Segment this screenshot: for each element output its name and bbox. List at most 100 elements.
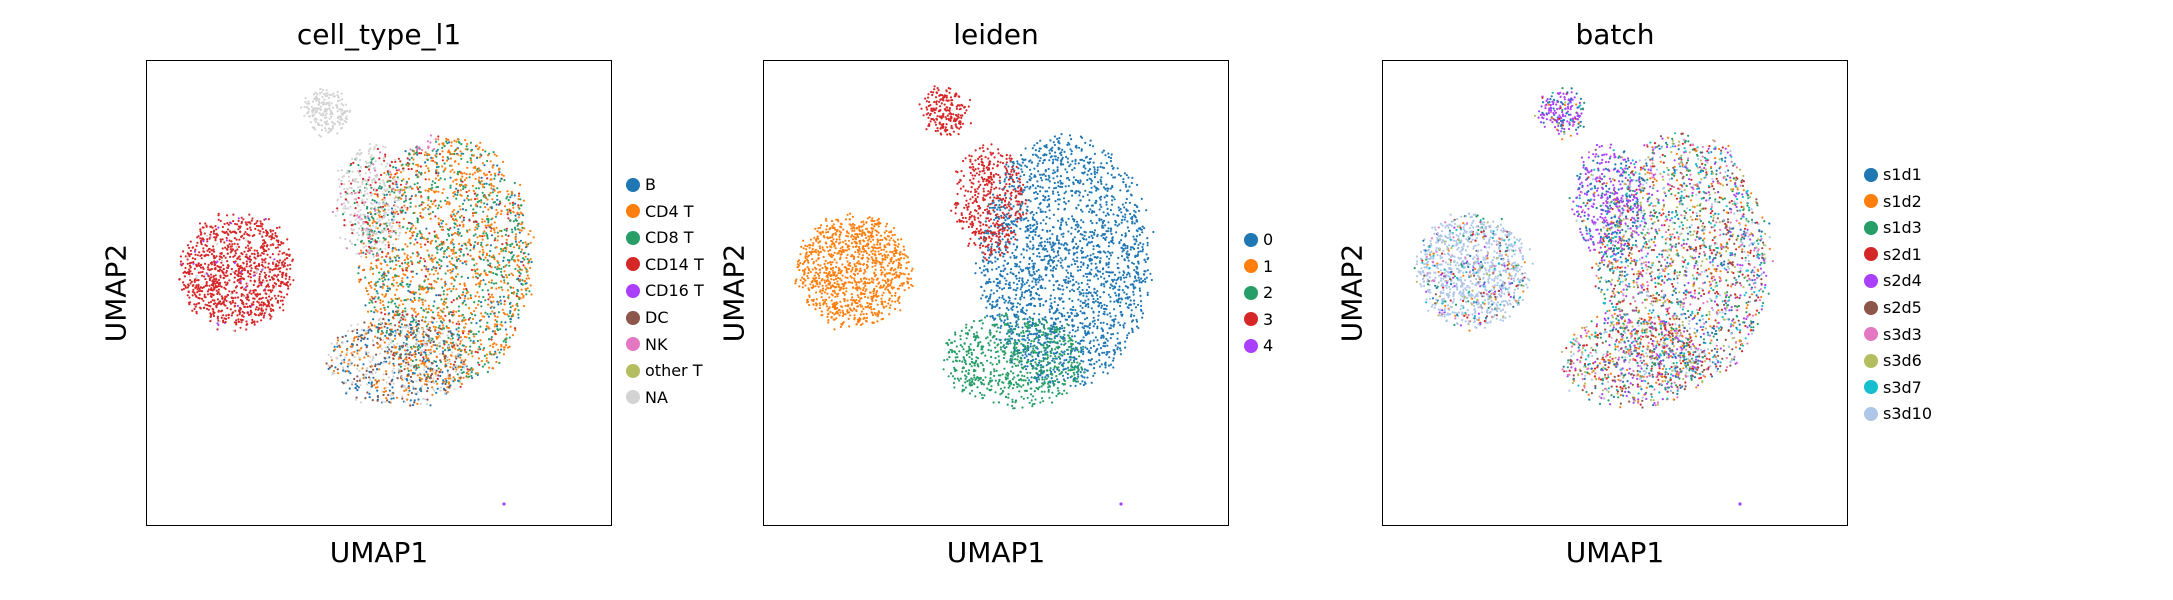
scatter-point [391, 247, 394, 250]
scatter-point [224, 295, 227, 298]
scatter-point [492, 151, 495, 154]
scatter-point [487, 154, 490, 157]
scatter-point [394, 293, 397, 296]
scatter-point [511, 256, 514, 259]
scatter-point [1016, 302, 1019, 305]
scatter-point [216, 328, 219, 331]
scatter-point [376, 280, 379, 283]
scatter-point [406, 161, 409, 165]
scatter-point [527, 277, 531, 280]
scatter-point [1119, 189, 1122, 192]
scatter-point [470, 367, 473, 370]
scatter-point [479, 141, 482, 144]
scatter-point [424, 206, 427, 209]
scatter-point [435, 161, 438, 165]
scatter-point [468, 219, 471, 222]
scatter-point [478, 363, 481, 366]
scatter-point [432, 273, 435, 276]
scatter-point [203, 262, 207, 265]
scatter-point [396, 297, 399, 301]
scatter-point [490, 234, 494, 237]
scatter-point [1086, 279, 1089, 282]
scatter-point [267, 275, 271, 278]
scatter-point [393, 313, 396, 316]
scatter-point [484, 150, 487, 153]
scatter-point [205, 282, 208, 286]
scatter-point [456, 230, 460, 233]
scatter-point [440, 206, 443, 209]
scatter-point [448, 255, 451, 258]
scatter-point [1040, 179, 1043, 182]
scatter-point [472, 208, 475, 211]
scatter-point [379, 262, 382, 265]
scatter-point [463, 179, 466, 182]
scatter-point [442, 324, 445, 327]
scatter-point [250, 292, 253, 295]
scatter-point [443, 348, 446, 351]
scatter-point [1077, 282, 1080, 285]
scatter-point [485, 353, 488, 356]
scatter-point [507, 217, 510, 220]
scatter-point [376, 346, 379, 349]
scatter-point [491, 345, 495, 349]
scatter-point [180, 288, 184, 291]
scatter-point [427, 170, 431, 173]
scatter-point [382, 209, 385, 212]
scatter-point [391, 276, 395, 279]
scatter-point [406, 245, 409, 248]
scatter-point [437, 326, 440, 329]
scatter-point [467, 297, 470, 300]
scatter-point [517, 316, 520, 319]
scatter-point [433, 279, 436, 282]
scatter-point [428, 232, 431, 235]
scatter-point [278, 270, 282, 273]
scatter-point [491, 198, 494, 201]
scatter-point [401, 277, 404, 280]
scatter-point [448, 141, 451, 144]
scatter-point [469, 296, 472, 299]
scatter-point [437, 374, 440, 377]
scatter-point [457, 338, 460, 341]
scatter-point [1097, 277, 1100, 280]
scatter-point [521, 241, 525, 244]
scatter-point [493, 353, 496, 356]
scatter-point [397, 275, 400, 278]
scatter-point [279, 285, 282, 288]
scatter-point [510, 314, 513, 318]
scatter-point [384, 294, 387, 297]
scatter-point [485, 173, 488, 176]
scatter-point [231, 270, 234, 273]
scatter-point [390, 207, 394, 210]
scatter-point [233, 281, 236, 284]
scatter-point [523, 251, 526, 255]
scatter-point [409, 256, 412, 259]
scatter-point [474, 166, 477, 170]
scatter-point [411, 359, 414, 363]
scatter-point [474, 314, 477, 317]
scatter-point [474, 272, 477, 275]
scatter-point [497, 191, 500, 194]
scatter-point [510, 272, 513, 275]
scatter-point [493, 239, 496, 242]
scatter-point [265, 273, 268, 277]
scatter-point [462, 301, 465, 304]
scatter-point [426, 158, 429, 162]
scatter-point [521, 226, 524, 229]
scatter-point [496, 198, 499, 201]
scatter-point [426, 249, 429, 252]
scatter-point [503, 346, 506, 349]
scatter-point [486, 321, 489, 324]
scatter-point [1090, 234, 1093, 237]
scatter-point [211, 226, 214, 229]
scatter-point [466, 368, 469, 371]
scatter-point [506, 243, 509, 246]
scatter-point [461, 293, 464, 297]
scatter-point [417, 299, 420, 302]
scatter-point [417, 253, 420, 256]
scatter-point [515, 303, 518, 306]
scatter-point [494, 350, 497, 353]
scatter-point [434, 235, 437, 238]
scatter-point [490, 281, 493, 284]
scatter-point [450, 290, 453, 293]
scatter-point [463, 326, 466, 329]
